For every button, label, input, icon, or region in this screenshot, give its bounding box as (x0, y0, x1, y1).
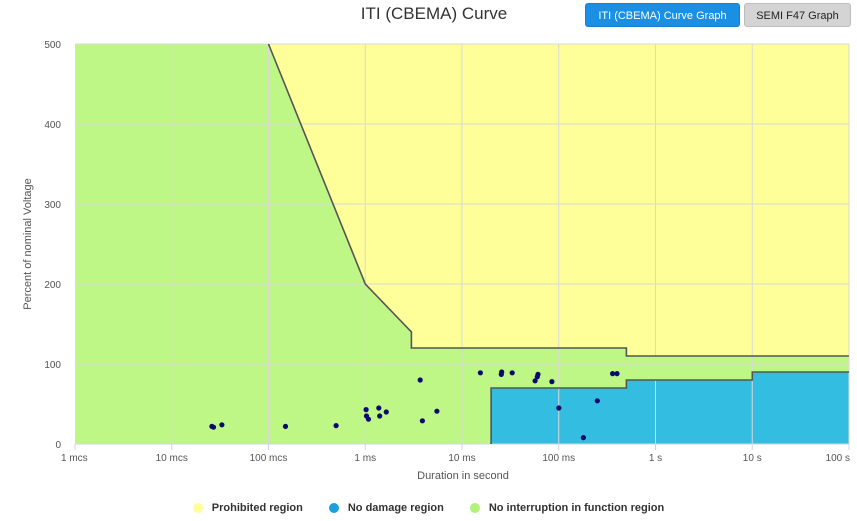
data-point (377, 413, 383, 419)
data-point (610, 371, 616, 377)
y-tick-label: 200 (44, 280, 61, 291)
x-tick-label: 10 s (743, 453, 762, 464)
iti-curve-graph-button[interactable]: ITI (CBEMA) Curve Graph (585, 3, 740, 27)
chart-title: ITI (CBEMA) Curve (360, 4, 508, 23)
data-point (532, 378, 538, 384)
data-point (417, 377, 423, 383)
data-point (383, 409, 389, 415)
data-point (477, 370, 483, 376)
chart-legend: Prohibited region No damage region No in… (0, 502, 857, 514)
x-tick-label: 100 s (826, 453, 850, 464)
data-point (434, 408, 440, 414)
y-tick-label: 500 (44, 40, 61, 51)
data-point (509, 370, 515, 376)
chart-points (209, 369, 620, 441)
legend-item-prohibited[interactable]: Prohibited region (192, 502, 303, 514)
data-point (333, 423, 339, 429)
data-point (499, 369, 505, 375)
x-tick-label: 1 mcs (61, 453, 88, 464)
data-point (282, 423, 289, 429)
x-axis-label: Duration in second (417, 470, 509, 482)
legend-swatch-no-interruption (469, 503, 480, 513)
x-tick-label: 100 mcs (250, 453, 288, 464)
data-point (363, 407, 369, 413)
y-axis-ticks: 0 100 200 300 400 500 (44, 40, 61, 451)
data-point (419, 418, 425, 424)
data-point (210, 424, 217, 430)
prohibited-boundary-line (267, 43, 849, 357)
chart-boundary-lines (267, 43, 849, 444)
data-point (219, 422, 225, 428)
no-damage-boundary-line (490, 371, 849, 444)
legend-item-no-interruption[interactable]: No interruption in function region (469, 502, 665, 514)
y-tick-label: 100 (44, 360, 61, 371)
legend-label-no-interruption: No interruption in function region (488, 502, 665, 514)
x-tick-label: 10 mcs (156, 453, 188, 464)
semi-f47-graph-button[interactable]: SEMI F47 Graph (744, 3, 851, 27)
data-point (580, 435, 587, 441)
y-tick-label: 400 (44, 120, 61, 131)
data-point (556, 405, 562, 411)
data-point (594, 398, 600, 404)
region-no-damage (491, 372, 849, 444)
x-tick-label: 1 ms (354, 453, 376, 464)
y-axis-label: Percent of nominal Voltage (22, 178, 34, 309)
x-tick-label: 10 ms (448, 453, 475, 464)
data-point (376, 405, 382, 411)
data-point (365, 416, 372, 422)
data-point (614, 371, 620, 377)
y-tick-label: 0 (55, 440, 61, 451)
chart-gridlines (75, 43, 850, 445)
legend-swatch-no-damage (328, 503, 339, 513)
x-tick-label: 1 s (649, 453, 662, 464)
y-tick-label: 300 (44, 200, 61, 211)
x-tick-label: 100 ms (542, 453, 575, 464)
legend-swatch-prohibited (192, 503, 203, 513)
data-point (549, 379, 555, 385)
legend-label-prohibited: Prohibited region (211, 502, 303, 514)
x-axis-ticks: 1 mcs 10 mcs 100 mcs 1 ms 10 ms 100 ms 1 s 10 s… (61, 444, 850, 464)
legend-label-no-damage: No damage region (347, 502, 444, 514)
legend-item-no-damage[interactable]: No damage region (328, 502, 444, 514)
data-point (535, 371, 541, 377)
